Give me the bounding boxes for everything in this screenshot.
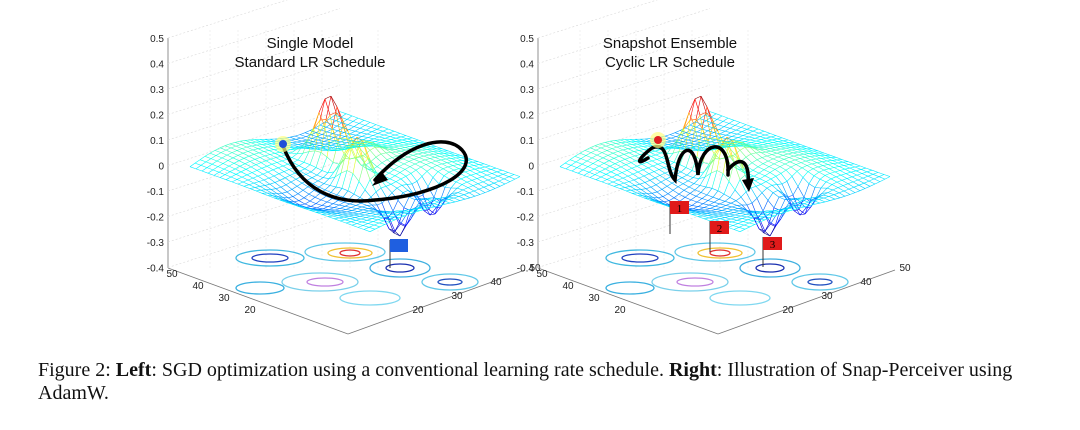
left-title-line1: Single Model bbox=[266, 35, 354, 52]
z-tick-label: -0.3 bbox=[147, 238, 165, 249]
snapshot-flag-number: 3 bbox=[770, 239, 776, 251]
x-tick-label: 50 bbox=[899, 263, 911, 274]
y-tick-label: 40 bbox=[192, 281, 204, 292]
snapshot-flag-number: 2 bbox=[717, 223, 723, 235]
flag bbox=[390, 239, 408, 252]
trajectory-arrowhead bbox=[372, 172, 388, 186]
z-tick-label: 0 bbox=[158, 162, 164, 173]
y-tick-label: 50 bbox=[166, 269, 178, 280]
y-tick-label: 50 bbox=[536, 269, 548, 280]
right-surface-plot: 0.50.40.30.20.10-0.1-0.2-0.3-0.4 50403020… bbox=[517, 0, 911, 335]
y-tick-label: 30 bbox=[218, 293, 230, 304]
z-tick-label: 0.1 bbox=[150, 136, 164, 147]
right-title-line2: Cyclic LR Schedule bbox=[604, 54, 736, 71]
y-tick-label: 20 bbox=[614, 305, 626, 316]
z-tick-label: 0.5 bbox=[150, 34, 164, 45]
z-tick-label: -0.2 bbox=[517, 213, 535, 224]
caption-left-label: Left bbox=[115, 359, 152, 381]
caption-left-text: : SGD optimization using a conventional … bbox=[151, 359, 669, 381]
y-tick-label: 40 bbox=[562, 281, 574, 292]
z-tick-label: -0.2 bbox=[147, 213, 165, 224]
contour-plot bbox=[605, 242, 849, 306]
z-tick-label: 0.3 bbox=[150, 85, 164, 96]
z-tick-label: -0.3 bbox=[517, 238, 535, 249]
start-marker bbox=[279, 140, 287, 148]
z-tick-label: 0.1 bbox=[520, 136, 534, 147]
x-tick-label: 50 bbox=[529, 263, 541, 274]
figure-caption: Figure 2: Left: SGD optimization using a… bbox=[38, 359, 1043, 405]
z-tick-label: 0.4 bbox=[150, 60, 164, 71]
figure: 0.5 0.4 0.3 0.2 0.1 0 -0.1 -0.2 -0.3 -0.4 50 40 30 20… bbox=[147, 0, 940, 340]
cyclic-trajectory bbox=[637, 144, 730, 184]
start-marker bbox=[654, 136, 662, 144]
caption-right-label: Right bbox=[668, 359, 717, 381]
z-tick-label: -0.1 bbox=[517, 187, 535, 198]
x-tick-label: 30 bbox=[451, 291, 463, 302]
right-panel: 0.5 0.4 0.3 0.2 0.1 0 -0.1 -0.2 -0.3 -0.4 50 40 30 20… bbox=[517, 0, 940, 340]
snapshot-flag: 2 bbox=[709, 221, 729, 252]
trajectory-arrowhead bbox=[742, 178, 754, 192]
x-tick-label: 20 bbox=[412, 305, 424, 316]
x-tick-label: 30 bbox=[821, 291, 833, 302]
left-panel-title: Single Model Standard LR Schedule bbox=[210, 34, 410, 72]
snapshot-flag-number: 1 bbox=[677, 203, 683, 215]
loss-surface-mesh bbox=[189, 95, 521, 237]
snapshot-flag: 3 bbox=[762, 237, 782, 267]
z-tick-label: 0.2 bbox=[520, 111, 534, 122]
z-tick-label: 0.2 bbox=[150, 111, 164, 122]
right-panel-title: Snapshot Ensemble Cyclic LR Schedule bbox=[570, 34, 770, 72]
z-tick-label: -0.4 bbox=[147, 264, 165, 275]
y-tick-label: 30 bbox=[588, 293, 600, 304]
x-tick-label: 40 bbox=[860, 277, 872, 288]
z-tick-label: -0.4 bbox=[517, 264, 535, 275]
caption-right-text: : Illustration of Snap-Perceiver using A… bbox=[38, 359, 1013, 404]
x-tick-label: 40 bbox=[490, 277, 502, 288]
right-title-line1: Snapshot Ensemble bbox=[602, 35, 738, 52]
left-title-line2: Standard LR Schedule bbox=[234, 54, 386, 71]
z-tick-label: 0 bbox=[528, 162, 534, 173]
y-tick-label: 20 bbox=[244, 305, 256, 316]
z-tick-label: -0.1 bbox=[147, 187, 165, 198]
snapshot-flag: 1 bbox=[669, 201, 689, 234]
z-tick-label: 0.4 bbox=[520, 60, 534, 71]
z-tick-label: 0.3 bbox=[520, 85, 534, 96]
sgd-trajectory bbox=[281, 140, 469, 203]
left-panel: 0.5 0.4 0.3 0.2 0.1 0 -0.1 -0.2 -0.3 -0.4 50 40 30 20… bbox=[147, 0, 570, 340]
loss-surface-mesh bbox=[559, 95, 891, 237]
x-tick-label: 20 bbox=[782, 305, 794, 316]
left-surface-plot: 0.50.40.30.20.10-0.1-0.2-0.3-0.4 50403020… bbox=[147, 0, 541, 335]
z-tick-label: 0.5 bbox=[520, 34, 534, 45]
contour-plot bbox=[235, 242, 479, 306]
caption-prefix: Figure 2: bbox=[38, 359, 116, 381]
